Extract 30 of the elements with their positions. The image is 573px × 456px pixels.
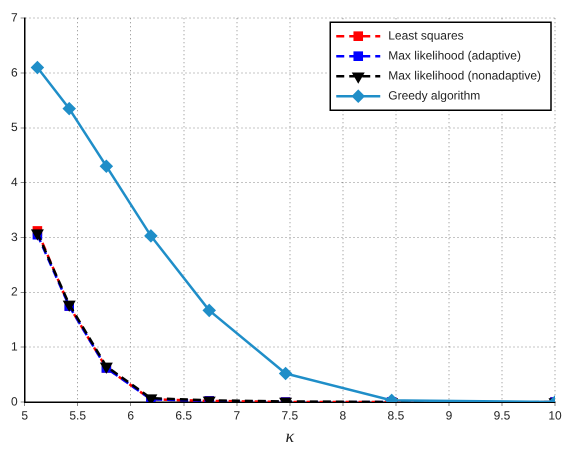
y-tick-label: 6 [10, 65, 18, 80]
point [62, 102, 76, 115]
x-tick-label: 5.5 [69, 408, 86, 423]
point [100, 160, 113, 172]
point [202, 304, 216, 317]
x-tick-label: 8.5 [388, 408, 405, 423]
x-tick-label: 6.5 [175, 408, 192, 423]
legend-label: Greedy algorithm [388, 88, 480, 103]
x-tick-label: 9.5 [494, 408, 511, 423]
y-tick-label: 1 [10, 339, 18, 354]
legend-label: Least squares [388, 28, 464, 43]
y-tick-label: 7 [10, 10, 18, 25]
y-tick-label: 5 [10, 120, 18, 134]
x-tick-label: 10 [548, 408, 562, 423]
y-tick-label: 3 [10, 230, 18, 244]
y-tick-label: 4 [10, 175, 18, 189]
x-tick-label: 6 [127, 408, 134, 423]
x-axis-title: κ [286, 426, 295, 446]
x-tick-label: 8 [340, 408, 347, 423]
legend-label: Max likelihood (adaptive) [388, 48, 521, 63]
x-tick-label: 7.5 [281, 408, 298, 423]
x-tick-label: 5 [21, 408, 28, 423]
point [144, 230, 158, 242]
x-tick-label: 7 [233, 408, 240, 423]
point [31, 61, 44, 74]
y-tick-label: 0 [10, 394, 18, 408]
legend-label: Max likelihood (nonadaptive) [388, 68, 542, 83]
point [279, 367, 292, 380]
y-tick-label: 2 [10, 284, 18, 299]
x-tick-label: 9 [446, 408, 453, 423]
